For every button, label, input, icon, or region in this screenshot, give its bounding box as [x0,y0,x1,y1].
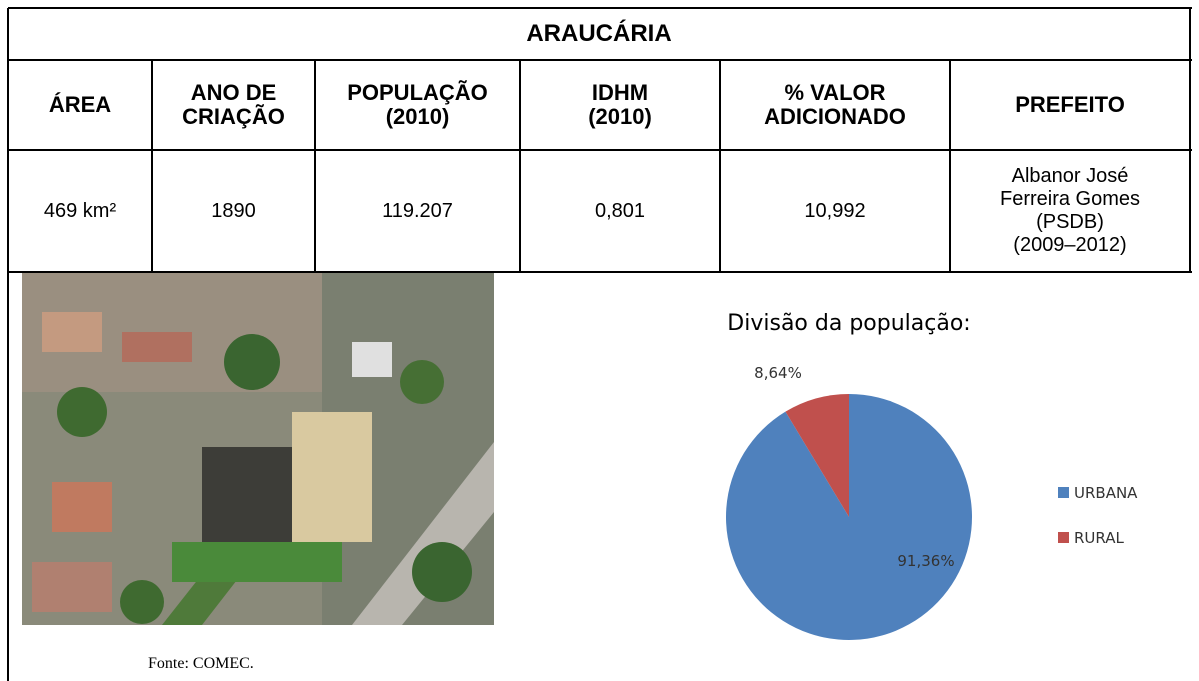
header-cell: POPULAÇÃO(2010) [315,60,520,150]
table-border [8,7,1192,9]
table-border [314,60,316,272]
table-border [1189,8,1191,272]
legend-label: RURAL [1074,529,1124,547]
table-border [8,271,1192,273]
table-title: ARAUCÁRIA [8,8,1190,60]
cell-line: (2009–2012) [1013,234,1126,257]
legend-swatch [1058,532,1069,543]
cell-line: 10,992 [804,200,865,223]
table-border [8,59,1192,61]
cell-line: 119.207 [382,200,453,223]
data-cell: 0,801 [520,150,720,272]
data-label: 91,36% [897,552,954,570]
data-cell: 119.207 [315,150,520,272]
cell-line: ANO DE [191,81,277,105]
cell-line: ADICIONADO [764,105,906,129]
cell-line: PREFEITO [1015,93,1125,117]
data-label: 8,64% [754,364,802,382]
cell-line: Ferreira Gomes [1000,188,1140,211]
cell-line: Albanor José [1012,165,1129,188]
cell-line: 0,801 [595,200,645,223]
cell-line: 1890 [211,200,256,223]
header-cell: IDHM(2010) [520,60,720,150]
header-cell: PREFEITO [950,60,1190,150]
cell-line: % VALOR [784,81,885,105]
cell-line: 469 km² [44,200,116,223]
chart-title: Divisão da população: [727,311,970,336]
table-border [8,149,1192,151]
table-border [949,60,951,272]
legend-label: URBANA [1074,484,1138,502]
cell-line: ÁREA [49,93,111,117]
cell-line: CRIAÇÃO [182,105,285,129]
data-cell: 469 km² [8,150,152,272]
table-border [151,60,153,272]
cell-line: (2010) [386,105,450,129]
data-cell: 1890 [152,150,315,272]
title-text: ARAUCÁRIA [526,20,671,48]
photo [22,272,494,625]
page: {"table": {"title": "ARAUCÁRIA", "header… [0,0,1199,681]
cell-line: IDHM [592,81,648,105]
table-border [519,60,521,272]
caption: Fonte: COMEC. [148,655,254,673]
cell-line: (PSDB) [1036,211,1104,234]
table-border [719,60,721,272]
cell-line: POPULAÇÃO [347,81,488,105]
data-cell: 10,992 [720,150,950,272]
pie-chart: Divisão da população: 91,36% URBANA 8,64% R… [560,272,1180,681]
table-border [7,8,9,681]
header-cell: ÁREA [8,60,152,150]
cell-line: (2010) [588,105,652,129]
legend-swatch [1058,487,1069,498]
